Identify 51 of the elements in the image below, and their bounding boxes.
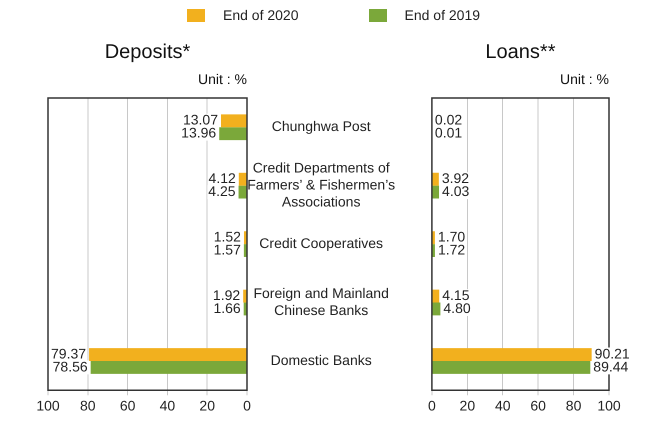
data-label: 3.92 bbox=[442, 170, 470, 186]
x-tick-label: 100 bbox=[36, 397, 60, 414]
x-tick-label: 0 bbox=[243, 397, 252, 414]
bar bbox=[244, 244, 246, 257]
bar bbox=[219, 127, 246, 140]
data-label: 4.15 bbox=[442, 286, 470, 303]
y-tick-label: Credit Cooperatives bbox=[259, 234, 384, 251]
data-label: 4.80 bbox=[443, 300, 471, 316]
bar bbox=[238, 186, 246, 199]
x-tick-label: 40 bbox=[494, 397, 511, 414]
x-tick-label: 20 bbox=[199, 397, 216, 414]
y-tick-label: Domestic Banks bbox=[270, 352, 372, 368]
bar bbox=[432, 172, 439, 186]
bar bbox=[432, 231, 435, 244]
bar bbox=[432, 348, 592, 361]
x-tick-label: 20 bbox=[460, 397, 476, 414]
x-tick-label: 100 bbox=[597, 397, 621, 414]
data-label: 4.25 bbox=[208, 182, 236, 199]
bar bbox=[432, 244, 435, 257]
bar bbox=[432, 290, 440, 303]
legend-label: End of 2019 bbox=[404, 7, 480, 23]
bar bbox=[220, 114, 246, 128]
chart-title: Deposits* bbox=[104, 41, 191, 63]
y-tick-label: Chunghwa Post bbox=[272, 118, 371, 134]
chart-title: Loans** bbox=[485, 41, 556, 63]
data-label: 78.56 bbox=[52, 358, 88, 374]
legend-label: End of 2020 bbox=[222, 7, 298, 23]
bar bbox=[90, 360, 246, 374]
bar bbox=[432, 360, 590, 374]
x-tick-label: 80 bbox=[80, 397, 96, 414]
chart-subtitle: Unit : % bbox=[198, 71, 247, 87]
data-label: 90.21 bbox=[594, 345, 630, 362]
chart-subtitle: Unit : % bbox=[560, 71, 609, 87]
bar bbox=[89, 348, 246, 361]
bar bbox=[244, 302, 246, 316]
data-label: 13.07 bbox=[182, 112, 218, 128]
data-label: 13.96 bbox=[181, 124, 216, 141]
y-tick-label: Credit Departments of Farmers’ & Fishermen’s Associations bbox=[247, 160, 396, 210]
bar bbox=[238, 172, 246, 186]
bar bbox=[244, 231, 246, 244]
bar bbox=[432, 186, 440, 199]
bar bbox=[243, 290, 246, 303]
data-label: 89.44 bbox=[593, 358, 629, 374]
bar bbox=[432, 302, 440, 316]
y-tick-label: Foreign and Mainland Chinese Banks bbox=[253, 285, 389, 318]
x-tick-label: 60 bbox=[120, 397, 136, 414]
x-tick-label: 40 bbox=[160, 397, 176, 414]
x-tick-label: 60 bbox=[530, 397, 546, 414]
x-tick-label: 0 bbox=[428, 397, 436, 414]
data-label: 4.03 bbox=[442, 182, 470, 199]
x-tick-label: 80 bbox=[566, 397, 582, 414]
